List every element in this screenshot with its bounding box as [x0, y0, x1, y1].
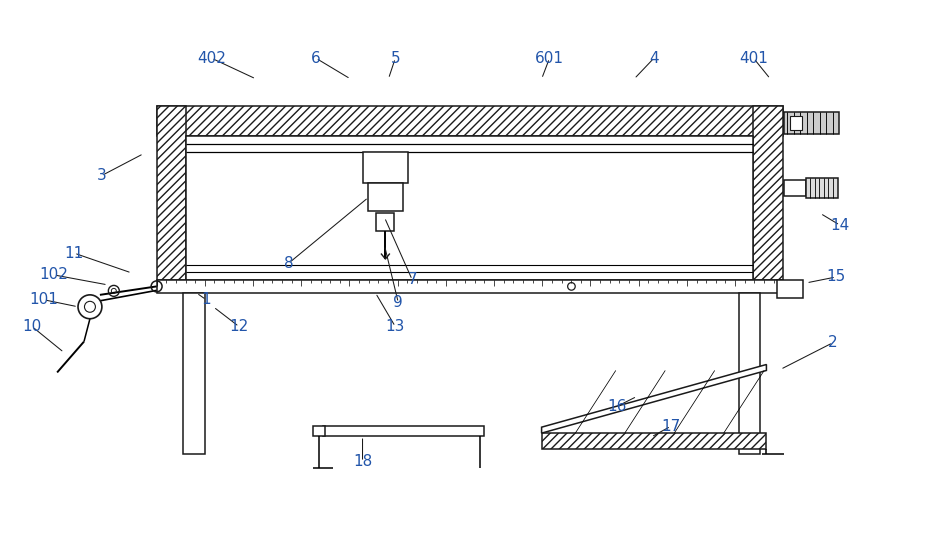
Bar	[323, 426, 484, 436]
Bar	[754, 106, 783, 280]
Text: 101: 101	[30, 292, 58, 307]
Bar	[186, 136, 754, 280]
Text: 402: 402	[197, 51, 226, 66]
Bar	[156, 106, 186, 280]
Text: 12: 12	[230, 319, 249, 334]
Text: 11: 11	[65, 246, 83, 261]
Text: 2: 2	[828, 335, 838, 350]
Text: 401: 401	[739, 51, 768, 66]
Text: 18: 18	[353, 455, 372, 470]
Bar	[363, 151, 407, 184]
Bar	[790, 116, 802, 129]
Text: 14: 14	[831, 218, 850, 233]
Bar	[784, 112, 839, 134]
Text: 13: 13	[385, 319, 405, 334]
Text: 6: 6	[311, 51, 320, 66]
Text: 9: 9	[394, 295, 403, 310]
Bar	[183, 293, 206, 454]
Text: 5: 5	[391, 51, 400, 66]
Bar	[368, 184, 403, 211]
Text: 16: 16	[607, 399, 627, 414]
Bar	[777, 280, 803, 298]
Bar	[377, 213, 394, 231]
Text: 10: 10	[22, 319, 42, 334]
Text: 4: 4	[649, 51, 658, 66]
Text: 7: 7	[407, 272, 417, 287]
Text: 102: 102	[40, 268, 69, 282]
Text: 1: 1	[202, 292, 211, 307]
Text: 17: 17	[661, 419, 681, 434]
Text: 15: 15	[826, 270, 845, 285]
Polygon shape	[542, 364, 767, 433]
Bar	[156, 106, 783, 136]
Bar	[542, 433, 767, 449]
Bar	[784, 180, 807, 196]
Bar	[807, 179, 838, 198]
Bar	[156, 280, 783, 293]
Text: 3: 3	[97, 168, 106, 183]
Bar	[739, 293, 760, 454]
Bar	[313, 426, 325, 436]
Text: 8: 8	[284, 256, 294, 271]
Text: 601: 601	[535, 51, 564, 66]
